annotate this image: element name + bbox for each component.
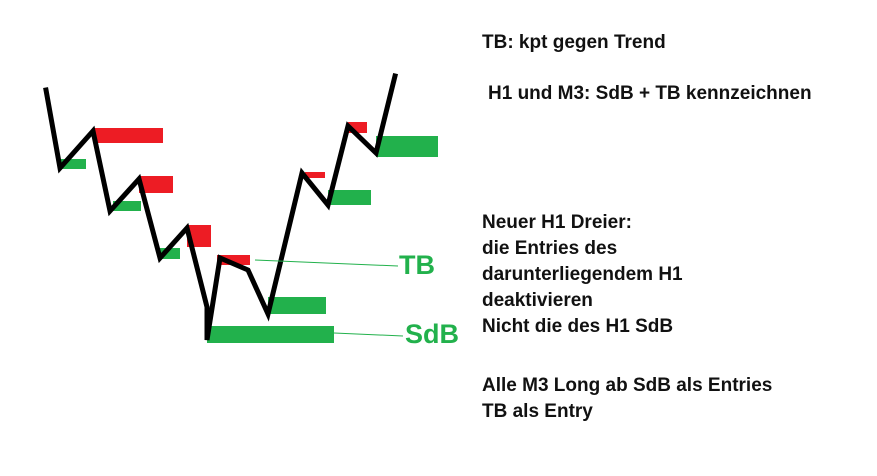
- note-line: Neuer H1 Dreier:: [482, 212, 632, 233]
- note-new-h1-dreier: Neuer H1 Dreier: die Entries des darunte…: [482, 210, 683, 340]
- note-line: TB als Entry: [482, 401, 593, 422]
- sdb-label: SdB: [405, 319, 459, 349]
- tb-zone-red: [93, 128, 163, 143]
- note-m3-long: Alle M3 Long ab SdB als Entries TB als E…: [482, 373, 772, 425]
- sdb-leader-line: [333, 332, 404, 337]
- sdb-zone-green: [113, 201, 141, 211]
- sdb-zone-green: [207, 326, 334, 343]
- note-line: deaktivieren: [482, 290, 593, 311]
- note-line: die Entries des: [482, 238, 618, 259]
- note-h1-m3-marking: H1 und M3: SdB + TB kennzeichnen: [488, 83, 812, 104]
- zones: [60, 122, 438, 343]
- tb-label: TB: [399, 250, 435, 280]
- tb-zone-red: [348, 122, 367, 133]
- note-line: Alle M3 Long ab SdB als Entries: [482, 375, 773, 396]
- note-tb-definition: TB: kpt gegen Trend: [482, 32, 666, 53]
- sdb-zone-green: [376, 136, 438, 157]
- sdb-zone-green: [268, 297, 326, 314]
- sdb-zone-green: [160, 248, 180, 259]
- note-line: Nicht die des H1 SdB: [482, 316, 674, 337]
- tb-leader-line: [254, 259, 399, 267]
- tb-zone-red: [217, 255, 250, 265]
- sdb-zone-green: [60, 159, 86, 169]
- tb-zone-red: [305, 172, 325, 178]
- price-path: [43, 72, 399, 341]
- note-line: darunterliegendem H1: [482, 264, 683, 285]
- sdb-zone-green: [328, 190, 371, 205]
- tb-zone-red: [139, 176, 173, 193]
- tb-zone-red: [187, 225, 211, 247]
